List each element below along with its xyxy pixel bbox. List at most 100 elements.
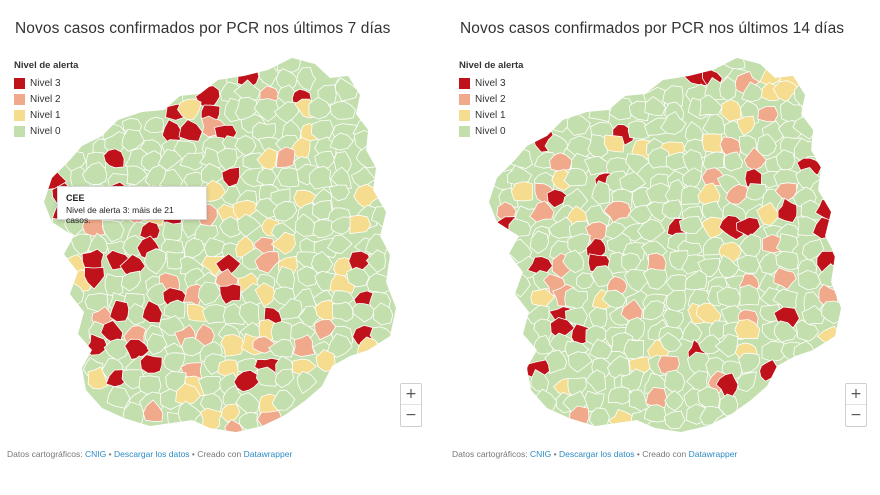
municipality-area[interactable] xyxy=(365,249,386,274)
municipality-area[interactable] xyxy=(588,306,608,331)
municipality-area[interactable] xyxy=(738,352,761,374)
municipality-area[interactable] xyxy=(795,167,822,191)
municipality-area[interactable] xyxy=(121,369,145,390)
municipality-area[interactable] xyxy=(220,403,241,423)
municipality-area[interactable] xyxy=(719,76,737,102)
municipality-area[interactable] xyxy=(334,77,359,102)
municipality-area[interactable] xyxy=(238,301,260,328)
municipality-area[interactable] xyxy=(725,183,750,205)
municipality-area[interactable] xyxy=(603,200,632,224)
municipality-area[interactable] xyxy=(70,233,92,255)
municipality-area[interactable] xyxy=(326,333,353,358)
municipality-area[interactable] xyxy=(627,120,650,140)
municipality-area[interactable] xyxy=(310,251,334,274)
municipality-area[interactable] xyxy=(314,299,337,322)
municipality-area[interactable] xyxy=(756,201,781,226)
municipality-area[interactable] xyxy=(295,213,317,237)
galicia-map-14-days[interactable] xyxy=(475,50,845,435)
municipality-area[interactable] xyxy=(566,112,592,136)
municipality-area[interactable] xyxy=(309,165,333,190)
municipality-area[interactable] xyxy=(270,231,296,255)
municipality-area[interactable] xyxy=(681,320,703,343)
municipality-area[interactable] xyxy=(665,289,687,314)
municipality-area[interactable] xyxy=(643,404,667,423)
municipality-area[interactable] xyxy=(197,281,222,306)
municipality-area[interactable] xyxy=(256,167,277,186)
municipality-area[interactable] xyxy=(233,369,260,393)
municipality-area[interactable] xyxy=(549,152,573,172)
municipality-area[interactable] xyxy=(215,253,242,277)
municipality-area[interactable] xyxy=(163,352,186,373)
municipality-area[interactable] xyxy=(308,96,332,120)
municipality-area[interactable] xyxy=(585,238,607,260)
zoom-in-button[interactable]: + xyxy=(405,386,417,402)
municipality-area[interactable] xyxy=(591,265,615,287)
municipality-area[interactable] xyxy=(219,215,244,238)
municipality-area[interactable] xyxy=(278,298,303,320)
municipality-area[interactable] xyxy=(623,339,645,360)
municipality-area[interactable] xyxy=(106,386,131,409)
municipality-area[interactable] xyxy=(773,267,797,290)
municipality-area[interactable] xyxy=(801,305,826,326)
municipality-area[interactable] xyxy=(775,149,796,173)
municipality-area[interactable] xyxy=(718,215,744,241)
municipality-area[interactable] xyxy=(529,230,550,254)
municipality-area[interactable] xyxy=(532,269,552,291)
municipality-area[interactable] xyxy=(127,303,148,326)
municipality-area[interactable] xyxy=(607,386,631,405)
cnig-link[interactable]: CNIG xyxy=(84,449,107,459)
municipality-area[interactable] xyxy=(546,188,571,209)
municipality-area[interactable] xyxy=(642,267,668,290)
municipality-area[interactable] xyxy=(103,338,130,361)
municipality-area[interactable] xyxy=(234,135,257,157)
municipality-area[interactable] xyxy=(175,382,202,406)
municipality-area[interactable] xyxy=(120,270,141,292)
municipality-area[interactable] xyxy=(591,180,611,205)
municipality-area[interactable] xyxy=(331,301,354,322)
municipality-area[interactable] xyxy=(232,199,259,221)
municipality-area[interactable] xyxy=(329,101,357,120)
municipality-area[interactable] xyxy=(620,368,645,393)
municipality-area[interactable] xyxy=(661,199,683,219)
municipality-area[interactable] xyxy=(329,132,354,151)
municipality-area[interactable] xyxy=(583,155,612,176)
municipality-area[interactable] xyxy=(146,282,169,307)
municipality-area[interactable] xyxy=(349,214,372,235)
municipality-area[interactable] xyxy=(314,318,337,341)
municipality-area[interactable] xyxy=(548,216,574,239)
zoom-in-button[interactable]: + xyxy=(850,386,862,402)
municipality-area[interactable] xyxy=(533,334,556,355)
municipality-area[interactable] xyxy=(296,66,317,92)
municipality-area[interactable] xyxy=(83,266,105,290)
municipality-area[interactable] xyxy=(714,333,739,358)
municipality-area[interactable] xyxy=(255,366,279,387)
municipality-area[interactable] xyxy=(660,110,687,135)
municipality-area[interactable] xyxy=(734,319,761,339)
zoom-out-button[interactable]: − xyxy=(846,404,866,425)
municipality-area[interactable] xyxy=(202,303,228,325)
municipality-area[interactable] xyxy=(647,146,671,169)
municipality-area[interactable] xyxy=(757,105,779,123)
municipality-area[interactable] xyxy=(682,167,703,189)
municipality-area[interactable] xyxy=(530,288,556,309)
municipality-area[interactable] xyxy=(529,200,555,223)
municipality-area[interactable] xyxy=(736,371,757,393)
municipality-area[interactable] xyxy=(366,272,392,294)
municipality-area[interactable] xyxy=(219,283,242,305)
municipality-area[interactable] xyxy=(575,272,595,290)
municipality-area[interactable] xyxy=(775,251,799,271)
municipality-area[interactable] xyxy=(346,266,370,288)
municipality-area[interactable] xyxy=(562,249,585,274)
municipality-area[interactable] xyxy=(544,349,568,374)
municipality-area[interactable] xyxy=(142,399,164,422)
municipality-area[interactable] xyxy=(563,167,588,187)
municipality-area[interactable] xyxy=(699,406,725,426)
municipality-area[interactable] xyxy=(268,338,295,358)
municipality-area[interactable] xyxy=(774,182,798,201)
municipality-area[interactable] xyxy=(662,308,684,330)
municipality-area[interactable] xyxy=(146,333,168,356)
municipality-area[interactable] xyxy=(801,239,825,262)
municipality-area[interactable] xyxy=(333,151,352,175)
galicia-map-7-days[interactable] xyxy=(30,50,400,435)
download-data-link[interactable]: Descargar los datos xyxy=(113,449,190,459)
